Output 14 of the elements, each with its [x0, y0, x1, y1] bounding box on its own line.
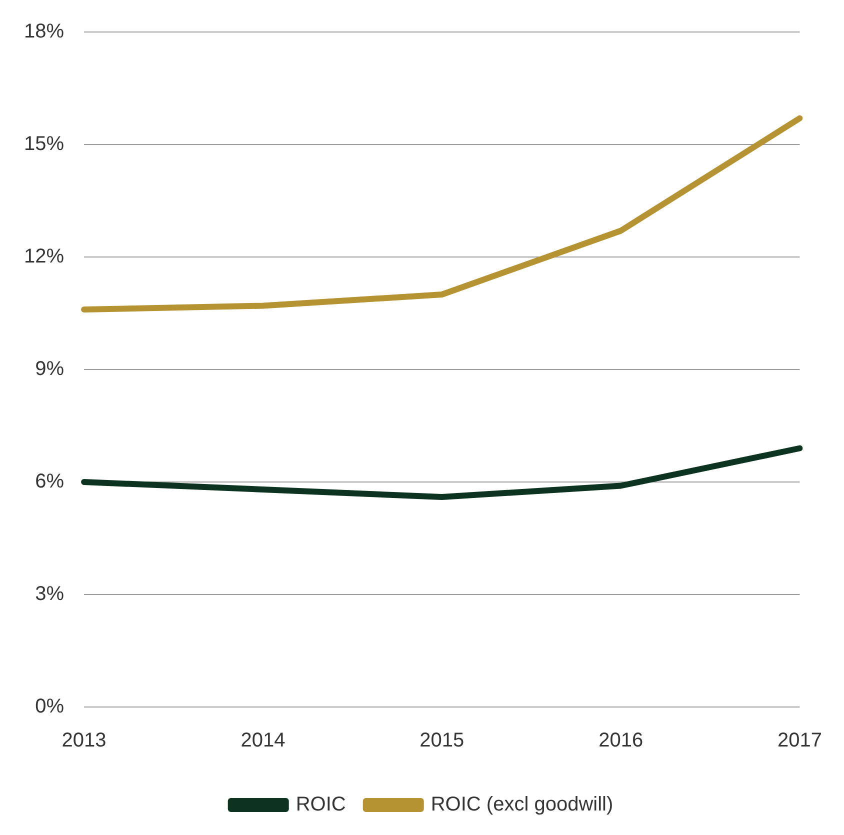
- y-tick-label: 6%: [35, 470, 64, 493]
- y-tick-label: 0%: [35, 696, 64, 718]
- x-tick-label: 2016: [598, 730, 644, 752]
- y-tick-label: 18%: [24, 20, 64, 43]
- y-tick-label: 9%: [35, 358, 64, 380]
- x-tick-label: 2015: [420, 730, 464, 752]
- x-tick-label: 2013: [62, 730, 106, 752]
- y-tick-label: 15%: [24, 133, 64, 156]
- x-tick-label: 2017: [778, 730, 822, 752]
- x-tick-label: 2014: [240, 730, 286, 752]
- legend-label: ROIC: [296, 794, 346, 816]
- y-tick-label: 12%: [24, 246, 64, 268]
- y-tick-label: 3%: [35, 583, 64, 606]
- legend-label: ROIC (excl goodwill): [430, 794, 614, 816]
